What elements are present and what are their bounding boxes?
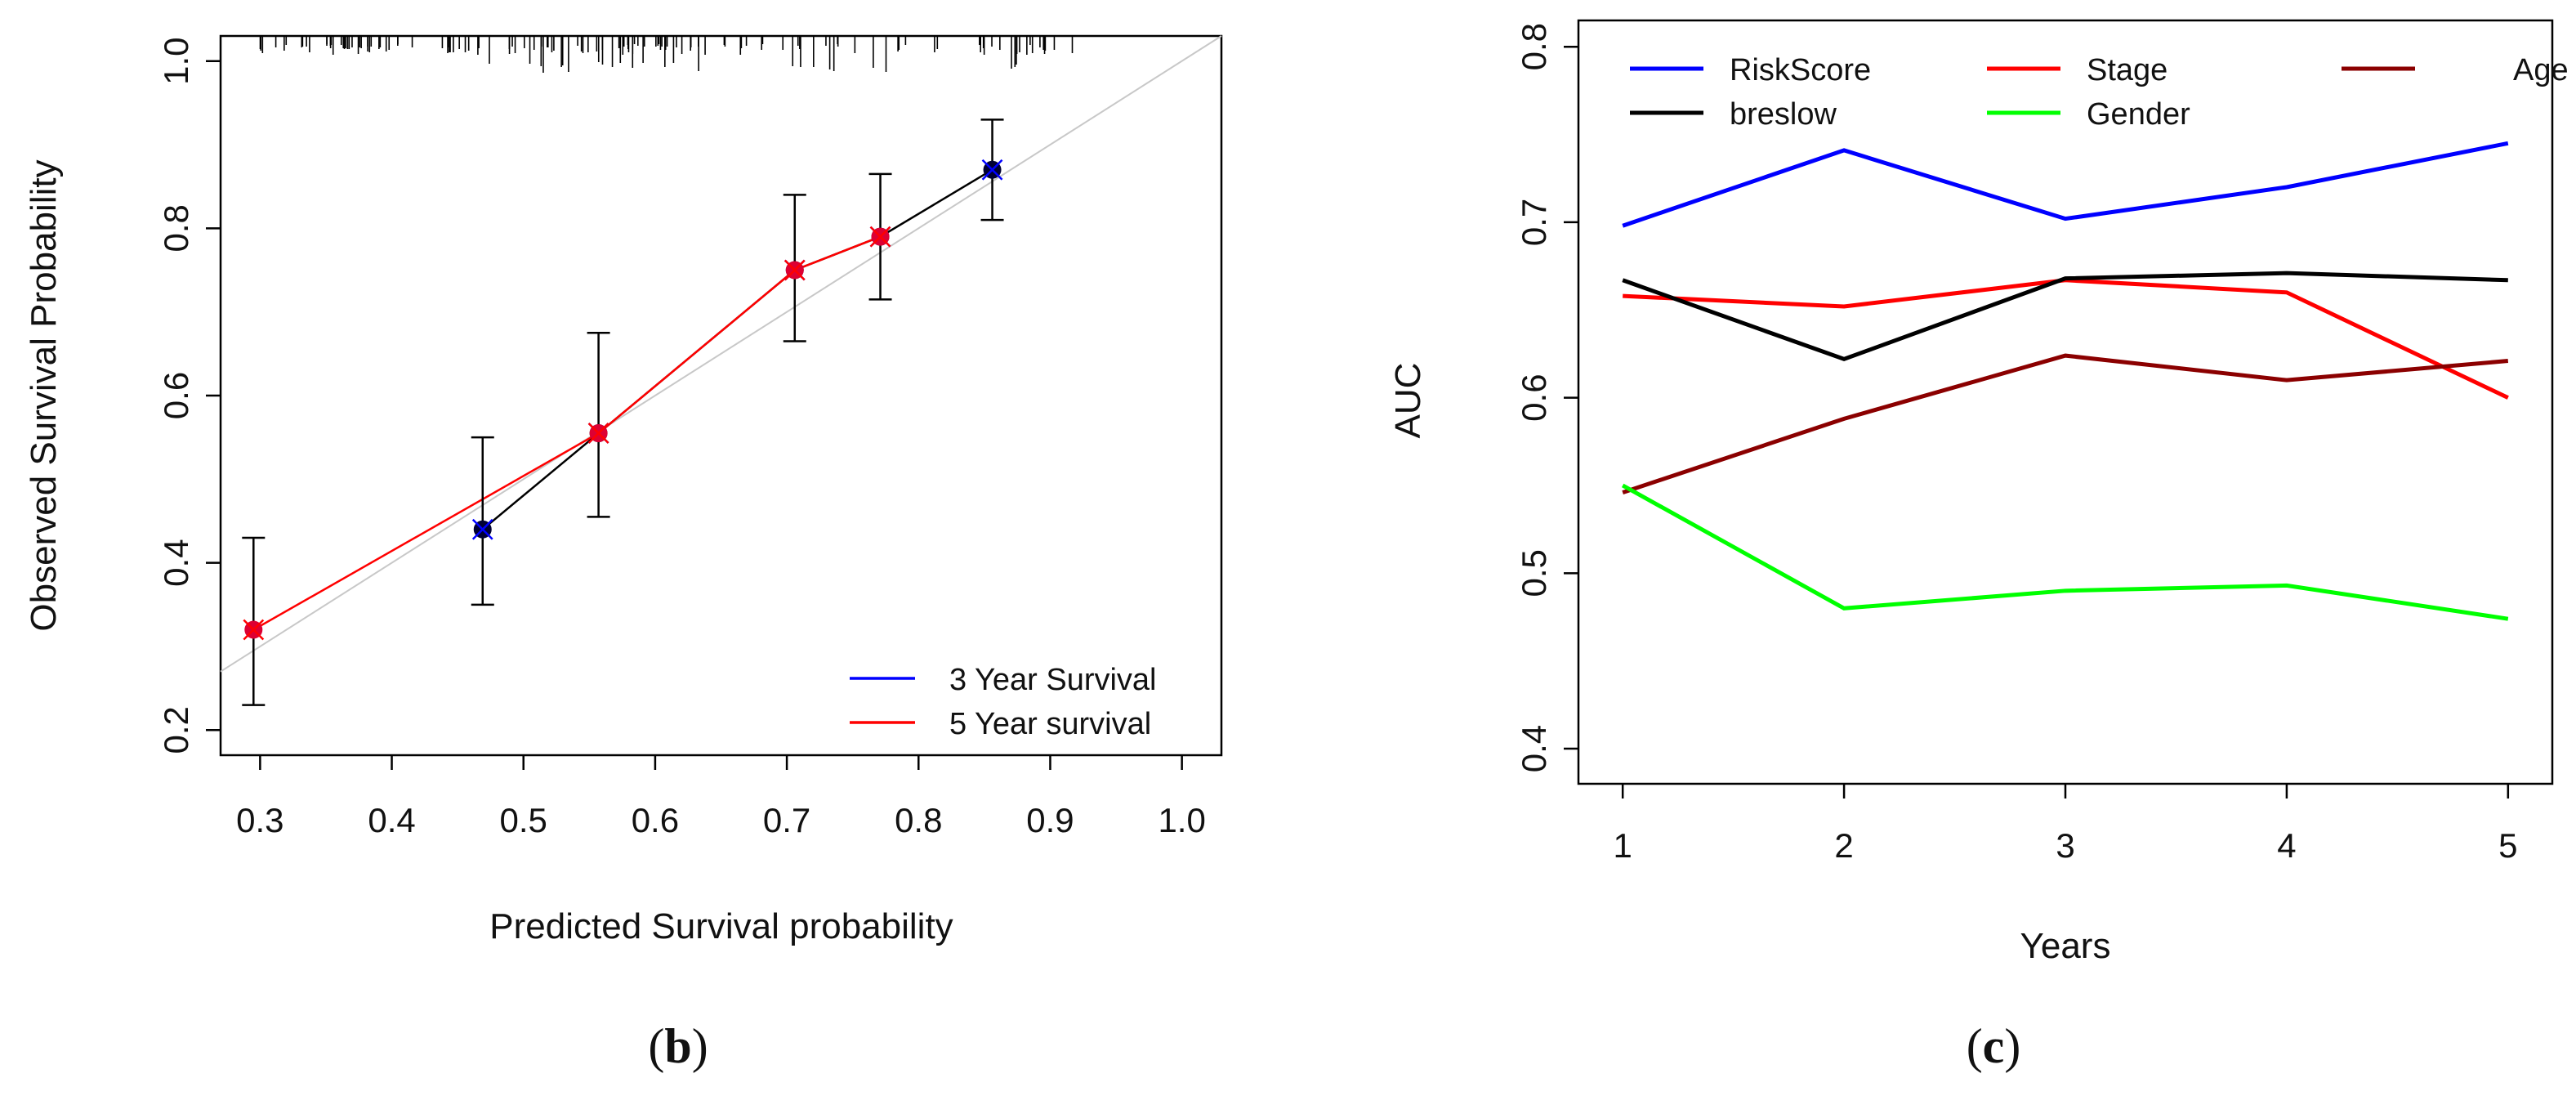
calibration-point-marker — [471, 518, 493, 540]
x-tick-label: 0.5 — [500, 801, 547, 839]
y-axis: 0.2 0.4 0.6 0.8 1.0 — [157, 38, 221, 754]
x-tick-label: 0.3 — [236, 801, 283, 839]
calibration-point-marker — [869, 226, 891, 248]
auc-line-age — [1622, 353, 2509, 494]
calibration-point-marker — [784, 259, 806, 281]
calibration-points — [243, 159, 1003, 641]
marker-stroke — [243, 619, 265, 641]
x-tick-label: 4 — [2277, 826, 2296, 865]
legend-label: RiskScore — [1730, 53, 1871, 87]
y-axis: 0.4 0.5 0.6 0.7 0.8 — [1515, 23, 1578, 772]
x-axis-label: Predicted Survival probability — [489, 906, 953, 946]
reference-diagonal — [220, 35, 1222, 673]
calibration-line-0 — [481, 168, 993, 530]
y-axis-label: AUC — [1388, 363, 1428, 439]
auc-lines — [1621, 141, 2509, 621]
legend-label: Age — [2513, 53, 2569, 87]
x-axis-label: Years — [2020, 926, 2111, 966]
x-tick-label: 0.6 — [632, 801, 679, 839]
marker-stroke — [471, 518, 493, 540]
y-tick-label: 0.7 — [1515, 199, 1553, 246]
auc-line-breslow — [1622, 271, 2508, 362]
x-tick-label: 0.8 — [895, 801, 942, 839]
calibration-point-marker — [981, 159, 1003, 181]
y-tick-label: 0.8 — [157, 204, 195, 252]
marker-stroke — [784, 259, 806, 281]
calibration-point-marker — [243, 619, 265, 641]
y-tick-label: 0.6 — [1515, 374, 1553, 421]
y-tick-label: 0.6 — [157, 372, 195, 419]
legend-label: 5 Year survival — [949, 707, 1151, 741]
x-tick-label: 0.7 — [763, 801, 810, 839]
legend-label: breslow — [1730, 97, 1837, 132]
calibration-plot: 0.3 0.4 0.5 0.6 0.7 0.8 0.9 1.0 0.2 0.4 0.6 0.8 1.0… — [24, 34, 1223, 1073]
auc-line-plot: 1 2 3 4 5 0.4 0.5 0.6 0.7 0.8 Years AUC RiskScor… — [1388, 19, 2569, 1073]
y-axis-label: Observed Survival Probability — [24, 159, 64, 631]
marker-stroke — [587, 423, 609, 444]
calibration-point-marker — [587, 423, 609, 444]
y-tick-label: 0.4 — [1515, 725, 1553, 772]
y-tick-label: 0.2 — [157, 706, 195, 754]
x-tick-label: 0.4 — [368, 801, 415, 839]
marker-stroke — [869, 226, 891, 248]
y-tick-label: 1.0 — [157, 38, 195, 85]
x-tick-label: 0.9 — [1026, 801, 1074, 839]
rug-ticks — [259, 36, 1074, 73]
legend-label: Gender — [2087, 97, 2190, 132]
x-tick-label: 1 — [1614, 826, 1632, 865]
panel-caption-b: (b) — [648, 1019, 708, 1073]
auc-line-stage — [1623, 278, 2509, 400]
legend-label: 3 Year Survival — [949, 663, 1157, 697]
y-tick-label: 0.5 — [1515, 549, 1553, 597]
calibration-line-1 — [252, 235, 881, 631]
auc-plot-frame — [1577, 19, 2554, 785]
legend-label: Stage — [2087, 53, 2168, 87]
y-tick-label: 0.8 — [1515, 23, 1553, 70]
legend: RiskScore Stage Age breslow Gender — [1630, 53, 2569, 132]
auc-line-riskscore — [1622, 141, 2509, 228]
x-tick-label: 2 — [1834, 826, 1853, 865]
x-axis: 0.3 0.4 0.5 0.6 0.7 0.8 0.9 1.0 — [236, 755, 1206, 839]
legend: 3 Year Survival 5 Year survival — [850, 663, 1157, 741]
calibration-plot-frame — [219, 34, 1223, 757]
x-tick-label: 3 — [2056, 826, 2074, 865]
marker-stroke — [981, 159, 1003, 181]
auc-line-gender — [1621, 483, 2509, 621]
x-axis: 1 2 3 4 5 — [1614, 784, 2517, 865]
y-tick-label: 0.4 — [157, 539, 195, 586]
x-tick-label: 1.0 — [1158, 801, 1205, 839]
x-tick-label: 5 — [2498, 826, 2517, 865]
panel-caption-c: (c) — [1967, 1019, 2021, 1073]
